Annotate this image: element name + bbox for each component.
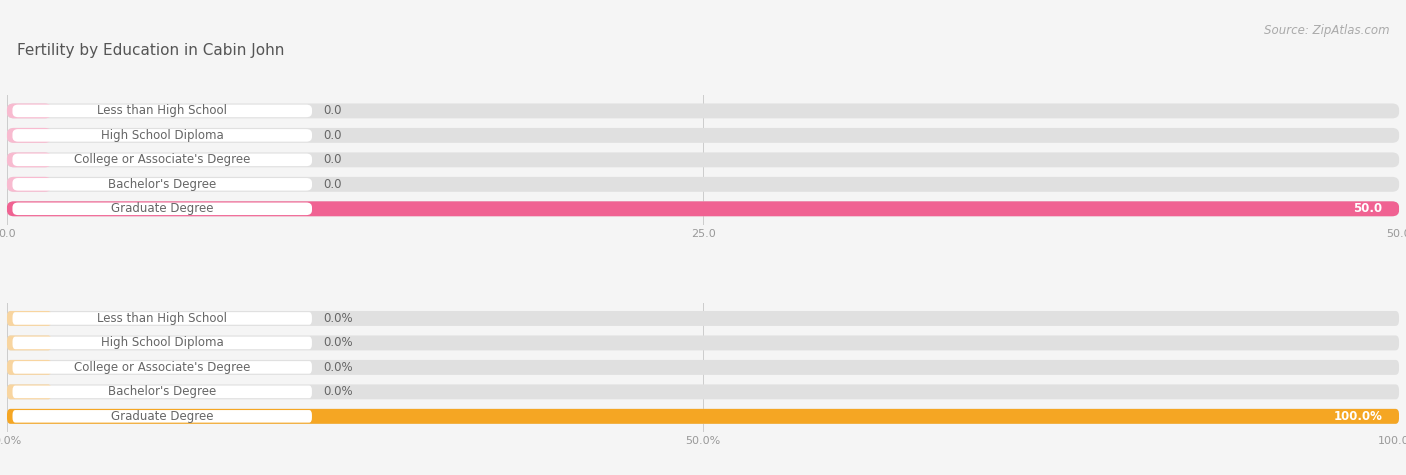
Text: High School Diploma: High School Diploma	[101, 336, 224, 350]
FancyBboxPatch shape	[13, 202, 312, 215]
FancyBboxPatch shape	[7, 409, 1399, 424]
FancyBboxPatch shape	[13, 386, 312, 398]
FancyBboxPatch shape	[13, 104, 312, 117]
Text: College or Associate's Degree: College or Associate's Degree	[75, 361, 250, 374]
FancyBboxPatch shape	[7, 104, 52, 118]
FancyBboxPatch shape	[13, 312, 312, 325]
Text: 0.0: 0.0	[323, 104, 342, 117]
FancyBboxPatch shape	[13, 337, 312, 349]
FancyBboxPatch shape	[7, 152, 1399, 167]
Text: High School Diploma: High School Diploma	[101, 129, 224, 142]
FancyBboxPatch shape	[7, 128, 52, 143]
FancyBboxPatch shape	[7, 104, 1399, 118]
Text: 0.0: 0.0	[323, 153, 342, 166]
Text: 0.0%: 0.0%	[323, 336, 353, 350]
FancyBboxPatch shape	[7, 335, 52, 351]
Text: 0.0%: 0.0%	[323, 361, 353, 374]
FancyBboxPatch shape	[13, 410, 312, 423]
Text: 0.0: 0.0	[323, 129, 342, 142]
FancyBboxPatch shape	[7, 384, 52, 399]
Text: Less than High School: Less than High School	[97, 104, 228, 117]
Text: 0.0%: 0.0%	[323, 385, 353, 399]
FancyBboxPatch shape	[7, 409, 1399, 424]
Text: Fertility by Education in Cabin John: Fertility by Education in Cabin John	[17, 43, 284, 58]
FancyBboxPatch shape	[7, 201, 1399, 216]
Text: 50.0: 50.0	[1353, 202, 1382, 215]
FancyBboxPatch shape	[7, 311, 1399, 326]
Text: 0.0%: 0.0%	[323, 312, 353, 325]
Text: 100.0%: 100.0%	[1333, 410, 1382, 423]
FancyBboxPatch shape	[7, 360, 52, 375]
Text: Source: ZipAtlas.com: Source: ZipAtlas.com	[1264, 24, 1389, 37]
Text: Bachelor's Degree: Bachelor's Degree	[108, 385, 217, 399]
FancyBboxPatch shape	[13, 129, 312, 142]
FancyBboxPatch shape	[7, 177, 52, 192]
FancyBboxPatch shape	[7, 128, 1399, 143]
FancyBboxPatch shape	[7, 360, 1399, 375]
FancyBboxPatch shape	[7, 201, 1399, 216]
Text: Graduate Degree: Graduate Degree	[111, 410, 214, 423]
Text: 0.0: 0.0	[323, 178, 342, 191]
FancyBboxPatch shape	[13, 153, 312, 166]
FancyBboxPatch shape	[7, 311, 52, 326]
Text: Graduate Degree: Graduate Degree	[111, 202, 214, 215]
FancyBboxPatch shape	[7, 152, 52, 167]
FancyBboxPatch shape	[7, 384, 1399, 399]
Text: Less than High School: Less than High School	[97, 312, 228, 325]
FancyBboxPatch shape	[13, 178, 312, 190]
FancyBboxPatch shape	[13, 361, 312, 374]
Text: College or Associate's Degree: College or Associate's Degree	[75, 153, 250, 166]
FancyBboxPatch shape	[7, 335, 1399, 351]
Text: Bachelor's Degree: Bachelor's Degree	[108, 178, 217, 191]
FancyBboxPatch shape	[7, 177, 1399, 192]
